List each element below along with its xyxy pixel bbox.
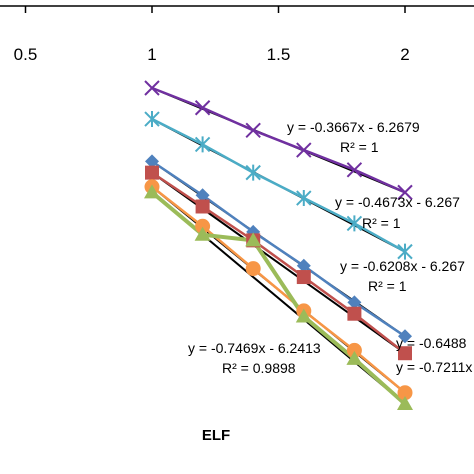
trendline-equation: y = -0.7469x - 6.2413 (188, 340, 321, 356)
data-point (194, 136, 211, 153)
series-line (151, 160, 406, 338)
series-line (150, 190, 407, 406)
data-point (245, 261, 261, 277)
data-point (347, 295, 362, 310)
data-point (194, 100, 211, 116)
trendline-equation: y = -0.3667x - 6.2679 (287, 119, 420, 135)
data-point (195, 218, 211, 234)
data-markers (144, 80, 413, 410)
data-point (245, 232, 262, 247)
trendline-equation: y = -0.6208x - 6.267 (340, 258, 465, 274)
trendline-equation: y = -0.4673x - 6.267 (335, 194, 460, 210)
data-point (397, 396, 413, 410)
x-tick-labels: 0.5 1 1.5 2 (14, 45, 410, 64)
data-point (296, 258, 311, 273)
data-point (144, 80, 160, 96)
trendline (151, 171, 406, 355)
r-squared-label: R² = 0.9898 (222, 360, 296, 376)
data-point (195, 199, 210, 214)
data-point (144, 111, 160, 128)
trendline-equations: y = -0.3667x - 6.2679 R² = 1 y = -0.4673x … (188, 119, 472, 376)
data-point (295, 308, 312, 323)
x-tick-label: 0.5 (14, 45, 38, 64)
data-point (346, 215, 363, 232)
data-point (195, 188, 210, 203)
trendline-equation: y = -0.7211x (396, 359, 472, 375)
r-squared-label: R² = 1 (362, 215, 401, 231)
data-point (145, 165, 159, 180)
data-point (296, 142, 312, 158)
x-tick-label: 1.5 (267, 45, 291, 64)
data-point (346, 162, 363, 178)
x-tick-label: 1 (147, 45, 156, 64)
r-squared-label: R² = 1 (368, 278, 407, 294)
data-point (397, 385, 413, 401)
data-point (397, 243, 413, 260)
trendline-equation: y = -0.6488 (396, 335, 467, 351)
data-point (347, 306, 362, 321)
x-axis-title: ELF (202, 427, 230, 444)
x-axis (0, 5, 474, 13)
data-point (397, 184, 413, 201)
series-line (151, 117, 406, 253)
data-series (150, 86, 407, 406)
data-point (145, 154, 159, 169)
series-line (151, 185, 406, 394)
data-point (296, 190, 312, 207)
x-tick-label: 2 (400, 45, 409, 64)
data-point (296, 270, 311, 285)
data-point (245, 164, 261, 181)
data-point (346, 342, 362, 358)
data-point (398, 329, 412, 344)
data-point (144, 184, 160, 199)
data-point (194, 226, 211, 241)
series-line (151, 86, 406, 194)
r-squared-label: R² = 1 (340, 139, 379, 155)
series-line (151, 171, 406, 355)
trendlines (151, 87, 406, 405)
data-point (346, 350, 363, 365)
data-point (245, 122, 261, 139)
data-point (398, 346, 412, 361)
